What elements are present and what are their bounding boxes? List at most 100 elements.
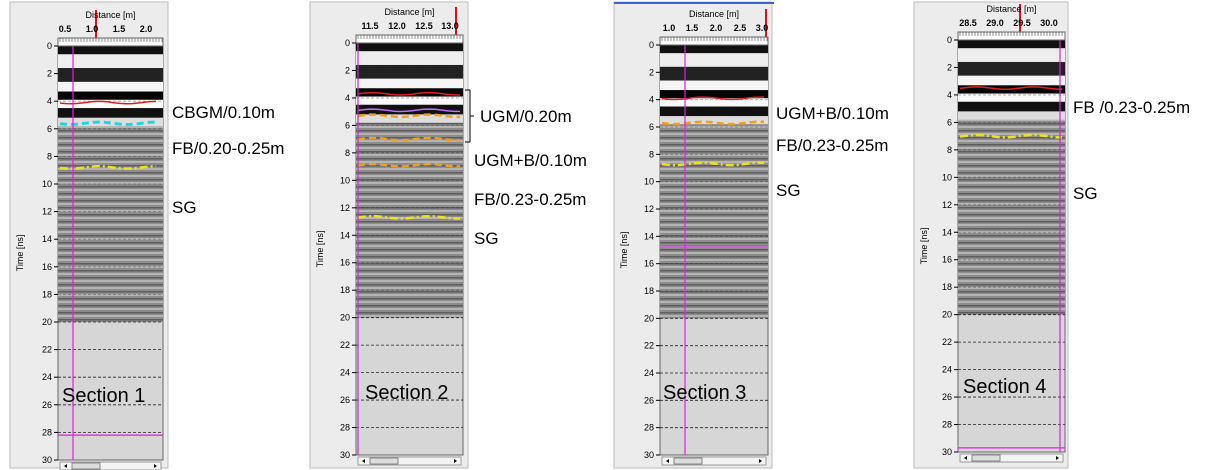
y-tick-label: 20 [644,313,654,323]
radargram-band [660,116,768,125]
radargram-band [958,75,1065,86]
y-tick-label: 12 [644,204,654,214]
y-tick-label: 0 [649,40,654,50]
y-tick-label: 0 [345,38,350,48]
bracket [465,89,474,143]
x-tick-label: 12.5 [415,21,433,31]
layer-line [357,108,460,113]
x-tick-label: 1.5 [113,24,126,34]
y-tick-label: 10 [42,179,52,189]
radargram-band [356,96,463,105]
y-tick-label: 12 [942,200,952,210]
y-tick-label: 24 [42,372,52,382]
y-tick-label: 12 [340,203,350,213]
y-tick-label: 18 [644,286,654,296]
y-tick-label: 0 [947,35,952,45]
scrollbar [661,456,767,466]
annotation: SG [1073,184,1098,203]
radargram-band [660,106,768,117]
y-tick-label: 6 [649,122,654,132]
y-tick-label: 10 [340,175,350,185]
layer-line [661,100,765,105]
annotation: CBGM/0.10m [172,103,275,122]
y-tick-label: 14 [942,227,952,237]
y-tick-label: 2 [947,62,952,72]
section-label: Section 1 [62,385,145,407]
annotation: UGM+B/0.10m [776,104,889,123]
y-tick-label: 12 [42,207,52,217]
y-tick-label: 26 [644,395,654,405]
y-tick-label: 14 [644,231,654,241]
x-tick-label: 2.0 [140,24,153,34]
annotation: UGM/0.20m [480,107,572,126]
y-tick-label: 8 [47,151,52,161]
radargram-band [660,80,768,91]
scroll-thumb [71,462,101,470]
x-axis-title: Distance [m] [85,10,135,20]
scroll-thumb [673,457,703,465]
y-tick-label: 2 [649,67,654,77]
y-tick-label: 30 [42,455,52,465]
radargram-band [660,53,768,67]
layer-line [59,120,157,127]
layer-line [357,113,460,119]
x-tick-label: 1.0 [663,23,676,33]
scroll-thumb [971,454,1001,462]
y-axis-title: Time [ns] [315,231,325,268]
y-tick-label: 22 [340,340,350,350]
radargram-band [356,43,463,52]
y-tick-label: 18 [942,282,952,292]
ruler [957,31,1066,41]
radargram-band [58,81,163,92]
layer-line [59,164,157,170]
y-tick-label: 18 [340,285,350,295]
x-axis-title: Distance [m] [689,9,739,19]
y-tick-label: 14 [340,230,350,240]
y-tick-label: 4 [947,90,952,100]
y-tick-label: 30 [942,447,952,457]
layer-line [59,104,157,108]
y-tick-label: 28 [942,420,952,430]
layer-line [661,161,765,167]
radargram-band [958,61,1065,76]
radargram-band [356,114,463,123]
radargram-band [958,101,1065,112]
y-axis-title: Time [ns] [919,228,929,265]
y-tick-label: 20 [942,310,952,320]
y-tick-label: 16 [340,258,350,268]
x-tick-label: 30.0 [1040,18,1058,28]
y-tick-label: 8 [649,149,654,159]
radargram-band [356,104,463,115]
y-tick-label: 30 [644,450,654,460]
x-tick-label: 12.0 [388,21,406,31]
radargram-band [958,40,1065,49]
radargram [356,43,463,318]
annotation: SG [776,181,801,200]
ruler [57,37,164,47]
y-tick-label: 14 [42,234,52,244]
y-tick-label: 6 [947,117,952,127]
y-tick-label: 24 [340,368,350,378]
scrollbar [59,461,162,470]
y-tick-label: 2 [47,69,52,79]
y-tick-label: 26 [42,400,52,410]
annotation: FB/0.20-0.25m [172,139,284,158]
radargram-band [356,51,463,65]
y-tick-label: 10 [644,177,654,187]
y-tick-label: 6 [47,124,52,134]
radargram-band [356,88,463,97]
radargram-band [58,46,163,55]
y-tick-label: 10 [942,172,952,182]
radargram-band [58,91,163,100]
layer-line [357,136,461,142]
x-tick-label: 2.0 [710,23,723,33]
annotation: FB/0.23-0.25m [474,190,586,209]
scroll-thumb [369,457,399,465]
radargram-band [660,66,768,81]
y-tick-label: 26 [942,392,952,402]
y-tick-label: 22 [942,337,952,347]
radargram-band [58,54,163,69]
y-tick-label: 22 [644,341,654,351]
scrollbar [357,456,462,466]
